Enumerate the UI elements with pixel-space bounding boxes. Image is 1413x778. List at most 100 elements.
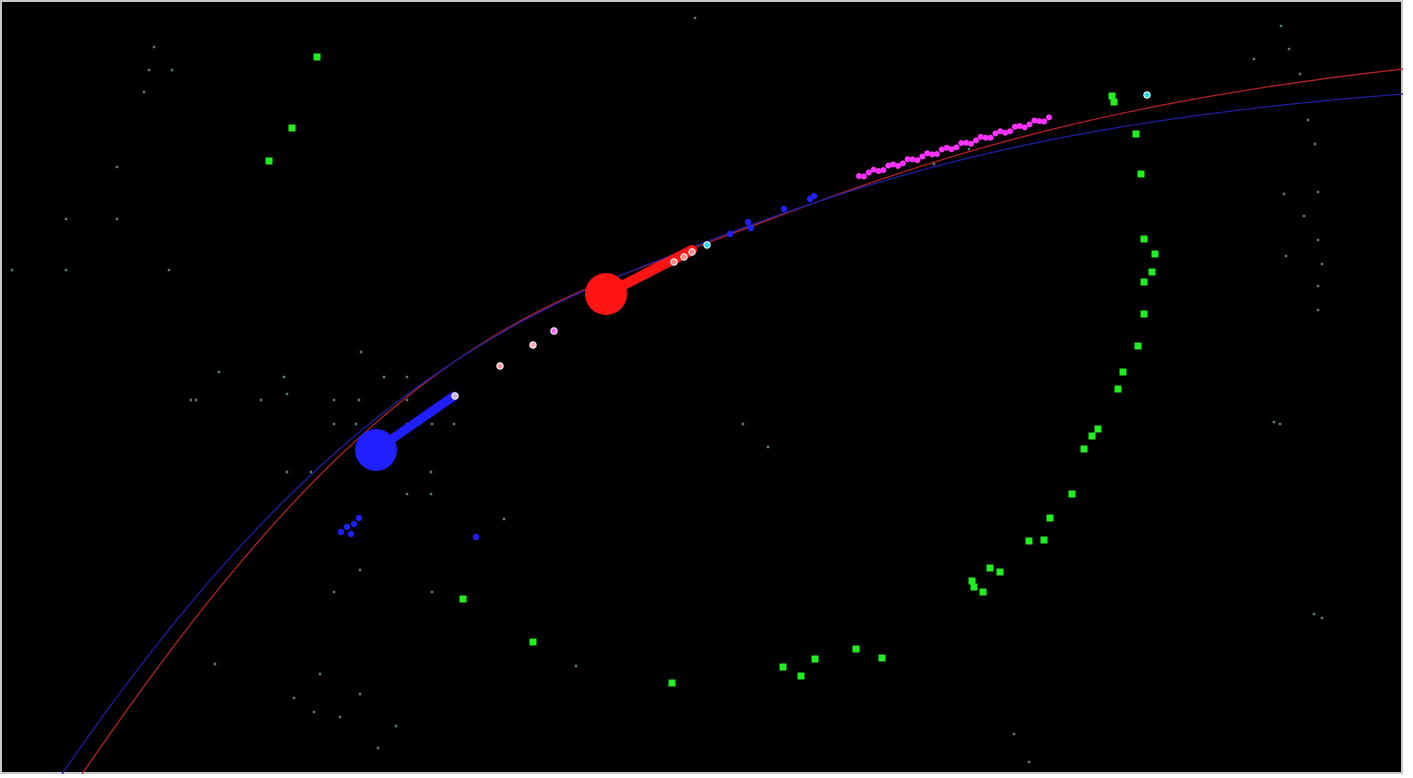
magenta-hit [909, 156, 916, 163]
magenta-hit [1036, 118, 1043, 125]
green-hit [1140, 278, 1148, 286]
green-hit [1134, 342, 1142, 350]
green-hit [313, 53, 321, 61]
green-hit [979, 588, 987, 596]
magenta-hit [904, 156, 911, 163]
faint-hit [1298, 72, 1302, 76]
magenta-hit [977, 133, 984, 140]
faint-hit [967, 147, 971, 151]
faint-hit [285, 392, 289, 396]
magenta-hit [870, 166, 877, 173]
faint-hit [152, 45, 156, 49]
faint-hit [574, 664, 578, 668]
blue-hit [747, 224, 755, 232]
faint-hit [259, 398, 263, 402]
faint-hit [292, 696, 296, 700]
faint-hit [318, 672, 322, 676]
faint-hit [394, 724, 398, 728]
green-hit [1132, 130, 1140, 138]
magenta-hit [1016, 123, 1023, 130]
faint-hit [115, 217, 119, 221]
green-hit [968, 577, 976, 585]
blue-hits-cluster [337, 192, 818, 541]
magenta-hit [1026, 121, 1033, 128]
green-hit [878, 654, 886, 662]
green-hit [797, 672, 805, 680]
magenta-hit [899, 160, 906, 167]
magenta-hit [929, 151, 936, 158]
faint-hit [167, 268, 171, 272]
faint-hit [766, 445, 770, 449]
magenta-hit [968, 140, 975, 147]
magenta-hit [933, 150, 940, 157]
magenta-hit [992, 130, 999, 137]
green-hit [1140, 235, 1148, 243]
green-hit [1025, 537, 1033, 545]
green-hit [779, 663, 787, 671]
magenta-hit [890, 161, 897, 168]
magenta-hit [943, 144, 950, 151]
faint-hit [376, 746, 380, 750]
green-hits-layer [265, 53, 1159, 687]
blue-hit [472, 533, 480, 541]
magenta-hit [865, 169, 872, 176]
faint-hit [452, 422, 456, 426]
faint-hit [405, 398, 409, 402]
faint-hit [1027, 760, 1031, 764]
faint-hit [189, 398, 193, 402]
event-display-scene [10, 16, 1403, 774]
green-hit [265, 157, 273, 165]
track-hit [670, 258, 678, 266]
track-hit-markers [451, 91, 1151, 400]
faint-hit [1316, 238, 1320, 242]
blue-hit [347, 530, 355, 538]
faint-hit [430, 422, 434, 426]
faint-hit [64, 217, 68, 221]
green-hit [1140, 310, 1148, 318]
faint-hit [357, 398, 361, 402]
magenta-hit [963, 139, 970, 146]
faint-hit [338, 715, 342, 719]
faint-hit [1282, 192, 1286, 196]
faint-hit [217, 370, 221, 374]
green-hit [1046, 514, 1054, 522]
green-hit [1137, 170, 1145, 178]
blue-hit [355, 514, 363, 522]
faint-hit [1284, 254, 1288, 258]
red-vertex-marker[interactable] [585, 273, 627, 315]
faint-hit [1320, 616, 1324, 620]
magenta-hit [880, 167, 887, 174]
green-hit [852, 645, 860, 653]
track-hit [529, 341, 537, 349]
blue-track [61, 93, 1403, 774]
faint-hit [170, 68, 174, 72]
magenta-hit [856, 173, 862, 179]
blue-hit [744, 218, 752, 226]
faint-hit [405, 492, 409, 496]
faint-hit [142, 90, 146, 94]
green-hit [986, 564, 994, 572]
green-hit [668, 679, 676, 687]
magenta-hit [948, 146, 955, 153]
faint-hit [354, 422, 358, 426]
faint-hit [1312, 612, 1316, 616]
blue-hit [343, 523, 351, 531]
faint-hit [429, 470, 433, 474]
magenta-hit [958, 139, 965, 146]
faint-hit [312, 710, 316, 714]
faint-hit [1272, 420, 1276, 424]
track-hit [680, 253, 688, 261]
magenta-hit [997, 128, 1004, 135]
green-hit [1068, 490, 1076, 498]
blue-vertex-marker[interactable] [355, 429, 397, 471]
faint-hit [382, 375, 386, 379]
faint-hit [10, 268, 14, 272]
faint-hit [502, 517, 506, 521]
magenta-hit [1002, 129, 1009, 136]
faint-hit [115, 165, 119, 169]
faint-hit [405, 375, 409, 379]
red-track [81, 68, 1403, 774]
green-hit [1094, 425, 1102, 433]
faint-hit [1316, 308, 1320, 312]
